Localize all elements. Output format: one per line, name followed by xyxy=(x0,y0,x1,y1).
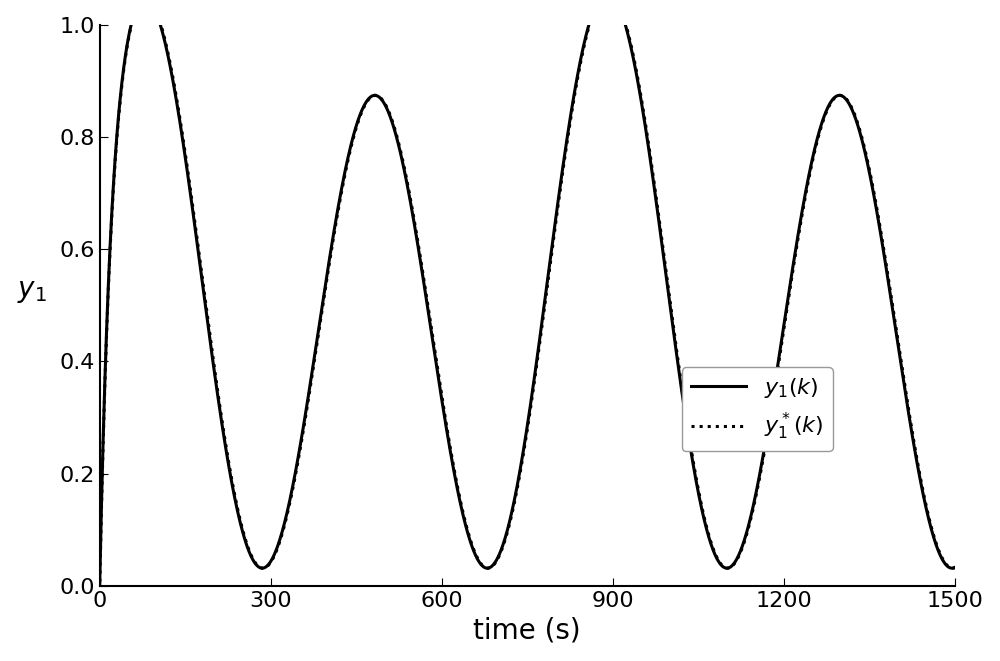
Line: $y_1(k)$: $y_1(k)$ xyxy=(100,0,955,586)
$y_1(k)$ xyxy=(949,563,961,571)
Line: $y_1^*(k)$: $y_1^*(k)$ xyxy=(100,0,955,590)
$y_1^*(k)$ xyxy=(732,554,744,562)
Legend: $y_1(k)$, $y_1^*(k)$: $y_1(k)$, $y_1^*(k)$ xyxy=(682,368,833,451)
$y_1(k)$ xyxy=(650,196,662,204)
$y_1(k)$ xyxy=(732,553,744,561)
$y_1^*(k)$ xyxy=(420,292,432,300)
X-axis label: time (s): time (s) xyxy=(473,616,581,644)
$y_1(k)$ xyxy=(420,295,432,303)
$y_1(k)$ xyxy=(249,559,261,567)
$y_1^*(k)$ xyxy=(94,586,106,594)
$y_1^*(k)$ xyxy=(249,559,261,566)
$y_1(k)$ xyxy=(94,582,106,590)
$y_1(k)$ xyxy=(797,202,809,210)
$y_1^*(k)$ xyxy=(797,206,809,214)
$y_1^*(k)$ xyxy=(949,564,961,572)
Y-axis label: $y_1$: $y_1$ xyxy=(17,278,46,305)
$y_1^*(k)$ xyxy=(650,192,662,200)
